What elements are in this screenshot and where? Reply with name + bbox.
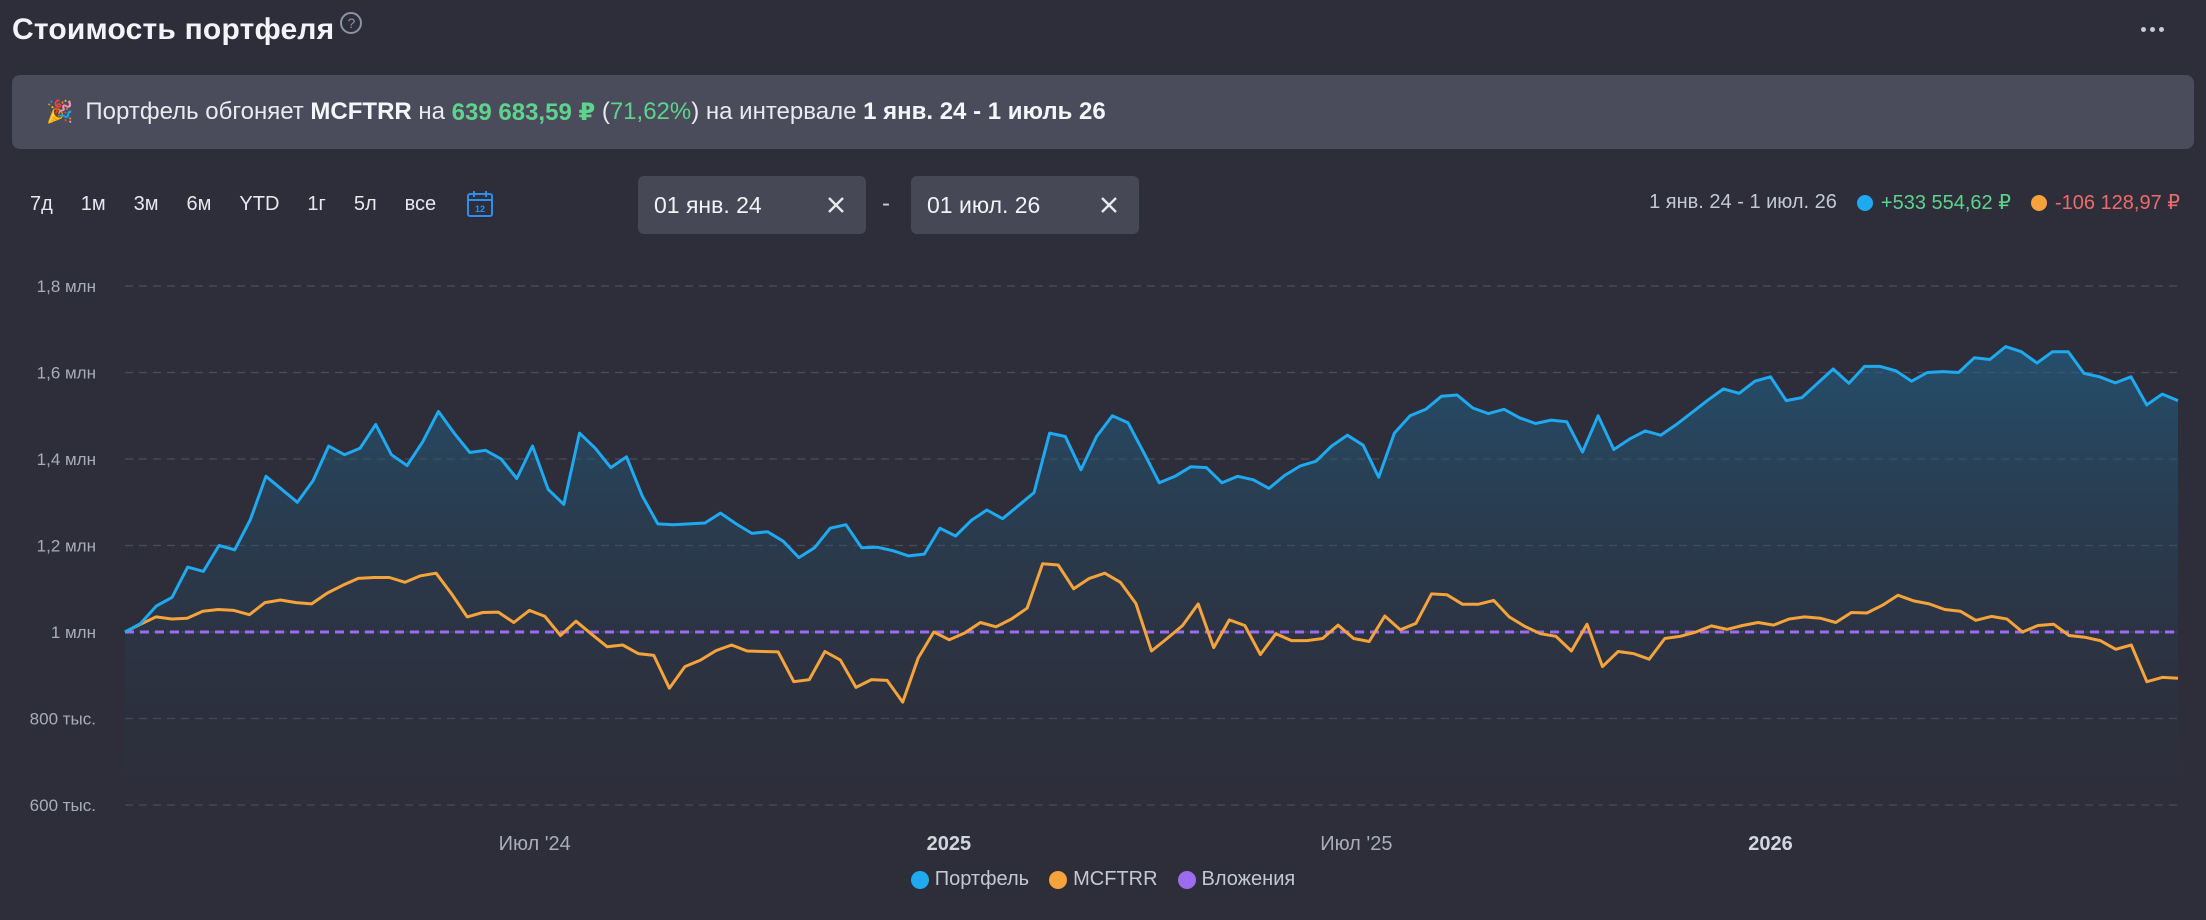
portfolio-change: +533 554,62 ₽ [1880,192,2011,214]
benchmark-line [124,562,2179,704]
date-from-value: 01 янв. 24 [654,191,762,218]
y-tick-label: 1,6 млн [37,364,96,383]
y-tick-label: 1,2 млн [37,537,96,556]
y-tick-label: 1 млн [51,623,96,642]
benchmark-change: -106 128,97 ₽ [2054,192,2180,214]
legend-label: Вложения [1201,868,1296,890]
party-popper-icon: 🎉 [46,99,74,124]
investments-dot-icon [1177,870,1196,889]
x-tick-label: 2026 [1748,833,1793,855]
banner-text: на [411,98,452,125]
legend-portfolio[interactable]: Портфель [910,868,1030,891]
range-3m-button[interactable]: 3м [133,192,159,215]
dot-icon [2149,26,2155,32]
range-6m-button[interactable]: 6м [186,192,212,215]
chart-header: Стоимость портфеля ? [12,6,363,54]
benchmark-dot-icon [2030,194,2047,211]
portfolio-dot-icon [1856,194,1873,211]
summary-interval: 1 янв. 24 - 1 июл. 26 [1649,191,1837,213]
legend-investments[interactable]: Вложения [1177,868,1296,891]
date-to-value: 01 июл. 26 [927,191,1041,218]
date-separator: - [882,190,890,217]
x-tick-label: 2025 [927,833,972,855]
clear-date-from-icon[interactable] [822,191,850,219]
x-tick-label: Июл '24 [499,833,571,855]
page-title: Стоимость портфеля [12,13,335,46]
outperformance-amount: 639 683,59 ₽ [451,98,596,126]
benchmark-dot-icon [1049,870,1068,889]
range-7d-button[interactable]: 7д [30,192,53,215]
banner-text: Портфель обгоняет [85,98,311,125]
y-tick-label: 1,8 млн [37,277,96,296]
portfolio-chart[interactable]: 1,8 млн 1,6 млн 1,4 млн 1,2 млн 1 млн 800 тыс… [0,256,2206,866]
range-ytd-button[interactable]: YTD [239,192,280,215]
benchmark-name: MCFTRR [310,98,412,125]
chart-legend: Портфель MCFTRR Вложения [0,868,2206,891]
clear-date-to-icon[interactable] [1095,191,1123,219]
portfolio-line [124,345,2179,634]
y-tick-label: 1,4 млн [37,450,96,469]
outperformance-percent: 71,62% [609,98,692,125]
comparison-banner: 🎉 Портфель обгоняет MCFTRR на 639 683,59… [12,75,2194,149]
legend-label: Портфель [934,868,1030,890]
portfolio-area [125,346,2178,805]
banner-text: ( [595,98,610,125]
range-5y-button[interactable]: 5л [353,192,377,215]
period-summary: 1 янв. 24 - 1 июл. 26 +533 554,62 ₽ -106… [1649,190,2180,215]
range-1m-button[interactable]: 1м [80,192,106,215]
dot-icon [2140,26,2146,32]
range-all-button[interactable]: все [404,192,437,215]
legend-benchmark[interactable]: MCFTRR [1049,868,1158,891]
svg-text:12: 12 [475,204,485,214]
portfolio-dot-icon [910,870,929,889]
calendar-icon[interactable]: 12 [456,182,504,226]
dot-icon [2158,26,2164,32]
help-icon[interactable]: ? [340,12,363,34]
range-selector: 7д 1м 3м 6м YTD 1г 5л все 12 [18,176,504,232]
date-from-field[interactable]: 01 янв. 24 [638,176,866,234]
legend-label: MCFTRR [1073,868,1158,890]
banner-interval: 1 янв. 24 - 1 июль 26 [863,98,1106,125]
x-tick-label: Июл '25 [1320,833,1392,855]
more-options-button[interactable] [2132,14,2172,44]
banner-text: ) на интервале [691,98,864,125]
y-tick-label: 800 тыс. [30,710,96,729]
range-1y-button[interactable]: 1г [307,192,326,215]
date-to-field[interactable]: 01 июл. 26 [911,176,1139,234]
y-tick-label: 600 тыс. [30,796,96,815]
